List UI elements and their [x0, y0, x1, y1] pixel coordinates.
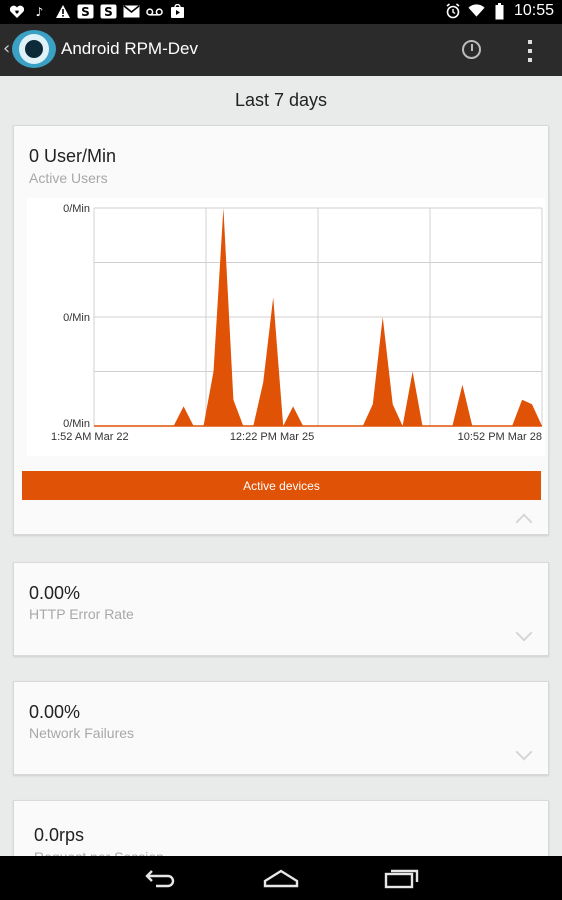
- up-caret-icon[interactable]: ‹: [3, 38, 11, 59]
- card-label: Network Failures: [29, 725, 135, 741]
- s-app-icon: S: [100, 3, 117, 20]
- x-tick-label: 12:22 PM Mar 25: [230, 431, 314, 443]
- wifi-icon: [468, 3, 485, 20]
- battery-icon: [491, 2, 508, 20]
- status-bar: ♥ ♪ S S 10:55: [0, 0, 562, 24]
- x-tick-label: 10:52 PM Mar 28: [458, 431, 542, 443]
- x-tick-label: 1:52 AM Mar 22: [51, 431, 129, 443]
- s-app-icon: S: [77, 3, 94, 20]
- app-title: Android RPM-Dev: [61, 39, 198, 58]
- action-bar: ‹ Android RPM-Dev: [0, 24, 562, 76]
- voicemail-icon: [146, 3, 163, 20]
- music-note-icon: ♪: [35, 4, 44, 19]
- warning-icon: [54, 3, 71, 20]
- recent-apps-icon[interactable]: [384, 867, 420, 889]
- overflow-menu-icon[interactable]: [528, 40, 534, 62]
- expand-chevron-icon[interactable]: [515, 743, 533, 761]
- active-users-chart: 0/Min 0/Min 0/Min 1:52 AM Mar 22 12:22 PM M…: [27, 198, 545, 456]
- y-tick-label: 0/Min: [63, 418, 90, 430]
- card-value: 0.0rps: [34, 825, 85, 845]
- gmail-icon: [123, 3, 140, 20]
- system-icons: 10:55: [445, 2, 554, 20]
- app-logo-eye-icon[interactable]: [12, 30, 56, 68]
- card-label: Active Users: [29, 170, 108, 186]
- chart-svg: 0/Min 0/Min 0/Min 1:52 AM Mar 22 12:22 PM M…: [51, 203, 543, 443]
- play-store-icon: [169, 3, 186, 20]
- period-label: Last 7 days: [234, 90, 328, 110]
- legend-active-devices-button[interactable]: Active devices: [22, 471, 541, 500]
- y-tick-label: 0/Min: [63, 312, 90, 324]
- active-users-card[interactable]: 0 User/Min Active Users 0/Min 0/Min 0/Min …: [13, 125, 549, 535]
- svg-text:S: S: [81, 5, 90, 19]
- back-icon[interactable]: [144, 868, 178, 888]
- home-icon[interactable]: [263, 868, 299, 888]
- card-label: HTTP Error Rate: [29, 606, 134, 622]
- alarm-icon: [445, 3, 462, 20]
- svg-text:S: S: [104, 5, 113, 19]
- expand-chevron-icon[interactable]: [515, 624, 533, 642]
- svg-text:♥: ♥: [14, 10, 19, 16]
- iheart-icon: ♥: [8, 3, 25, 20]
- card-value: 0.00%: [29, 702, 81, 722]
- card-value: 0 User/Min: [29, 146, 117, 166]
- collapse-chevron-icon[interactable]: [515, 513, 533, 531]
- network-failures-card[interactable]: 0.00% Network Failures: [13, 681, 549, 775]
- card-value: 0.00%: [29, 583, 81, 603]
- clock-icon[interactable]: [462, 40, 481, 59]
- notification-icons: ♥ ♪ S S: [8, 3, 186, 20]
- navigation-bar: [0, 856, 562, 900]
- http-error-rate-card[interactable]: 0.00% HTTP Error Rate: [13, 562, 549, 656]
- clock-time: 10:55: [513, 2, 554, 19]
- y-tick-label: 0/Min: [63, 203, 90, 215]
